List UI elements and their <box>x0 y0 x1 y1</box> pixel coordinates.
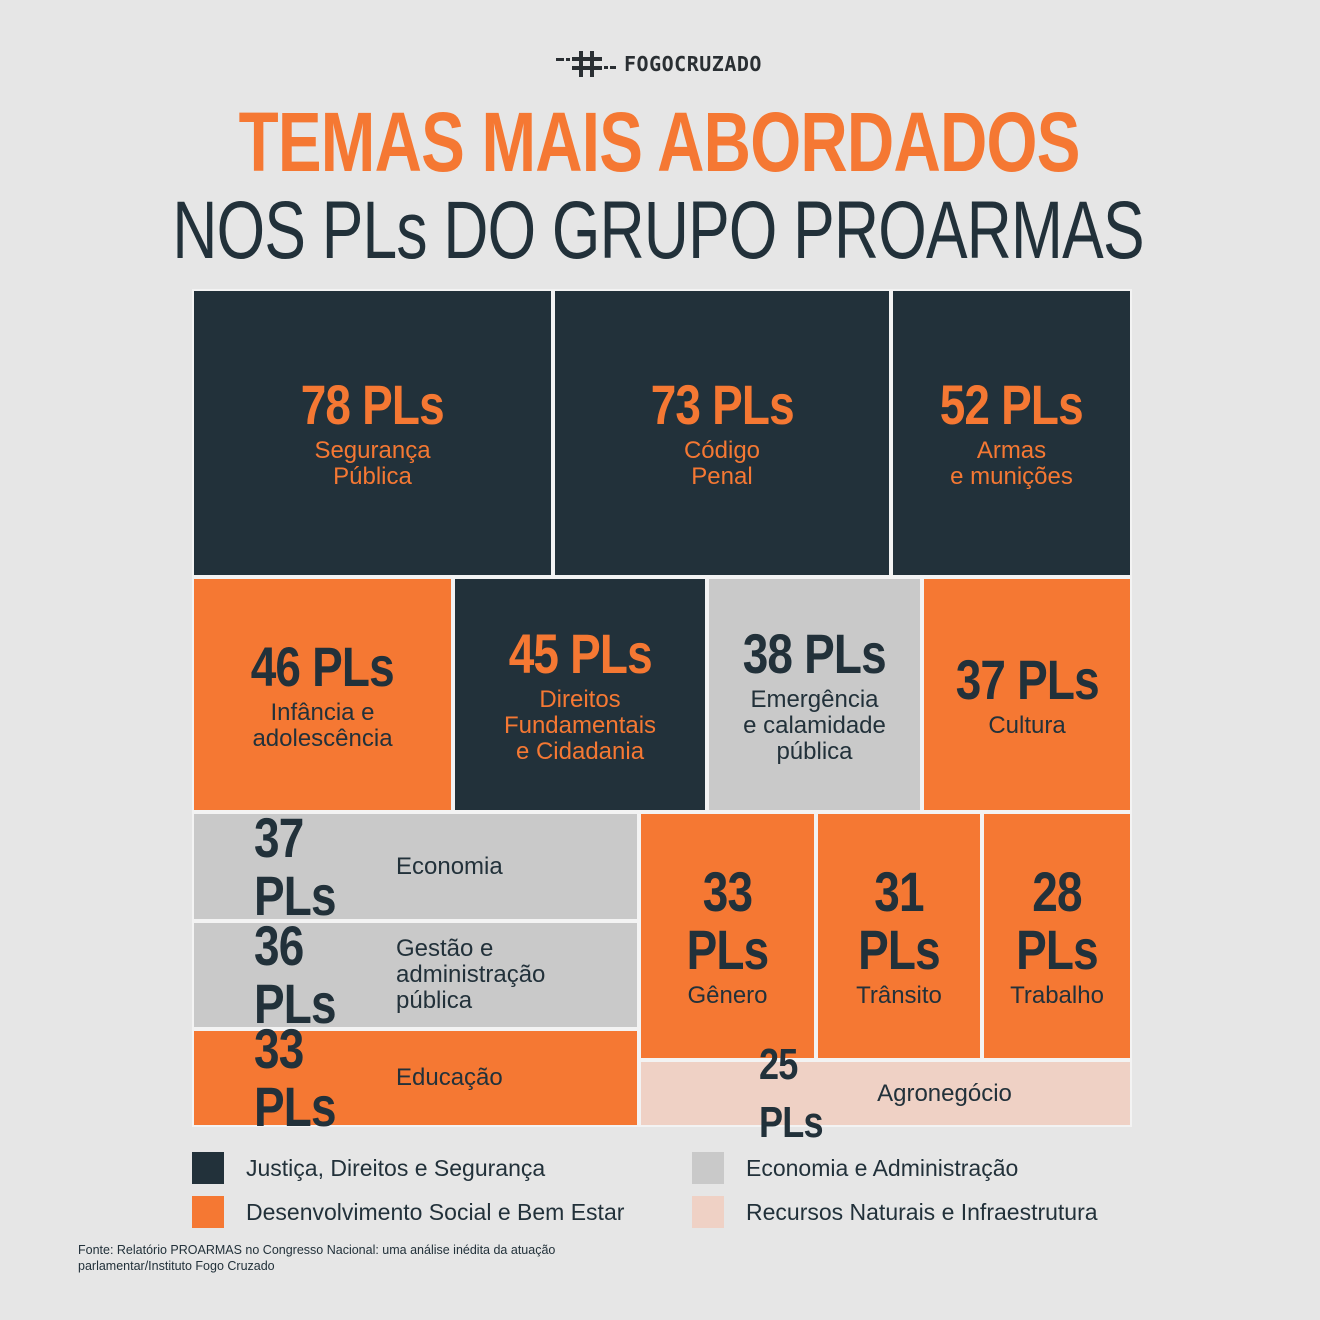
cell-label: Gênero <box>687 982 768 1009</box>
cell-value: 33 PLs <box>686 860 770 981</box>
legend-label: Desenvolvimento Social e Bem Estar <box>246 1198 625 1225</box>
cell-value: 31 PLs <box>858 860 941 981</box>
treemap-cell: 37 PLs Cultura <box>922 577 1132 812</box>
treemap-cell: 46 PLs Infância e adolescência <box>192 577 453 812</box>
cell-value: 33 PLs <box>254 1017 337 1138</box>
source-note: Fonte: Relatório PROARMAS no Congresso N… <box>78 1243 556 1273</box>
treemap-cell: 33 PLs Educação <box>192 1020 639 1136</box>
treemap-cell: 36 PLs Gestão e administração pública <box>192 917 639 1033</box>
cell-label: Trânsito <box>856 982 942 1009</box>
legend-label: Recursos Naturais e Infraestrutura <box>746 1198 1098 1225</box>
cell-value: 52 PLs <box>939 373 1084 436</box>
treemap-cell: 45 PLs Direitos Fundamentais e Cidadania <box>453 577 707 812</box>
legend-label: Economia e Administração <box>746 1154 1019 1181</box>
cell-value: 38 PLs <box>742 621 887 685</box>
cell-label: Agronegócio <box>877 1079 1012 1107</box>
title-line-1: TEMAS MAIS ABORDADOS <box>238 95 1081 189</box>
legend-swatch <box>192 1152 224 1184</box>
cell-label: Segurança Pública <box>314 437 431 490</box>
cell-value: 28 PLs <box>1016 860 1099 981</box>
cell-value: 45 PLs <box>508 621 652 685</box>
legend-item-recursos: Recursos Naturais e Infraestrutura <box>692 1196 1098 1228</box>
cell-label: Economia <box>396 852 503 880</box>
cell-label: Direitos Fundamentais e Cidadania <box>503 685 657 765</box>
treemap-cell: 52 PLs Armas e munições <box>891 289 1132 577</box>
legend-swatch <box>692 1152 724 1184</box>
cell-label: Gestão e administração pública <box>396 935 546 1014</box>
treemap-cell: 31 PLs Trânsito <box>816 812 982 1060</box>
hash-crosshair-icon <box>556 51 616 77</box>
legend-item-justica: Justiça, Direitos e Segurança <box>192 1152 545 1184</box>
cell-label: Cultura <box>988 711 1066 739</box>
legend-swatch <box>192 1196 224 1228</box>
treemap-cell: 78 PLs Segurança Pública <box>192 289 553 577</box>
cell-value: 78 PLs <box>300 373 445 436</box>
cell-label: Infância e adolescência <box>252 698 393 752</box>
legend-label: Justiça, Direitos e Segurança <box>246 1154 546 1181</box>
brand-logo: FOGOCRUZADO <box>556 48 762 80</box>
treemap-cell: 73 PLs Código Penal <box>553 289 891 577</box>
cell-label: Código Penal <box>683 437 761 490</box>
cell-label: Educação <box>396 1064 503 1091</box>
treemap-cell: 25 PLs Agronegócio <box>639 1040 1132 1147</box>
brand-name: FOGOCRUZADO <box>624 52 762 76</box>
cell-value: 25 PLs <box>759 1039 824 1147</box>
title-line-2: NOS PLs DO GRUPO PROARMAS <box>172 185 1144 276</box>
cell-label: Emergência e calamidade pública <box>743 685 886 765</box>
treemap-cell: 37 PLs Economia <box>192 808 639 924</box>
treemap-cell: 33 PLs Gênero <box>639 812 816 1060</box>
legend-swatch <box>692 1196 724 1228</box>
legend-item-desenvolvimento: Desenvolvimento Social e Bem Estar <box>192 1196 624 1228</box>
cell-value: 36 PLs <box>254 914 337 1035</box>
cell-label: Trabalho <box>1010 982 1104 1009</box>
cell-label: Armas e munições <box>950 437 1073 490</box>
treemap-cell: 38 PLs Emergência e calamidade pública <box>707 577 922 812</box>
cell-value: 73 PLs <box>650 373 794 436</box>
cell-value: 37 PLs <box>955 647 1099 711</box>
cell-value: 37 PLs <box>254 805 337 927</box>
cell-value: 46 PLs <box>250 634 395 698</box>
treemap-cell: 28 PLs Trabalho <box>982 812 1132 1060</box>
legend-item-economia: Economia e Administração <box>692 1152 1018 1184</box>
